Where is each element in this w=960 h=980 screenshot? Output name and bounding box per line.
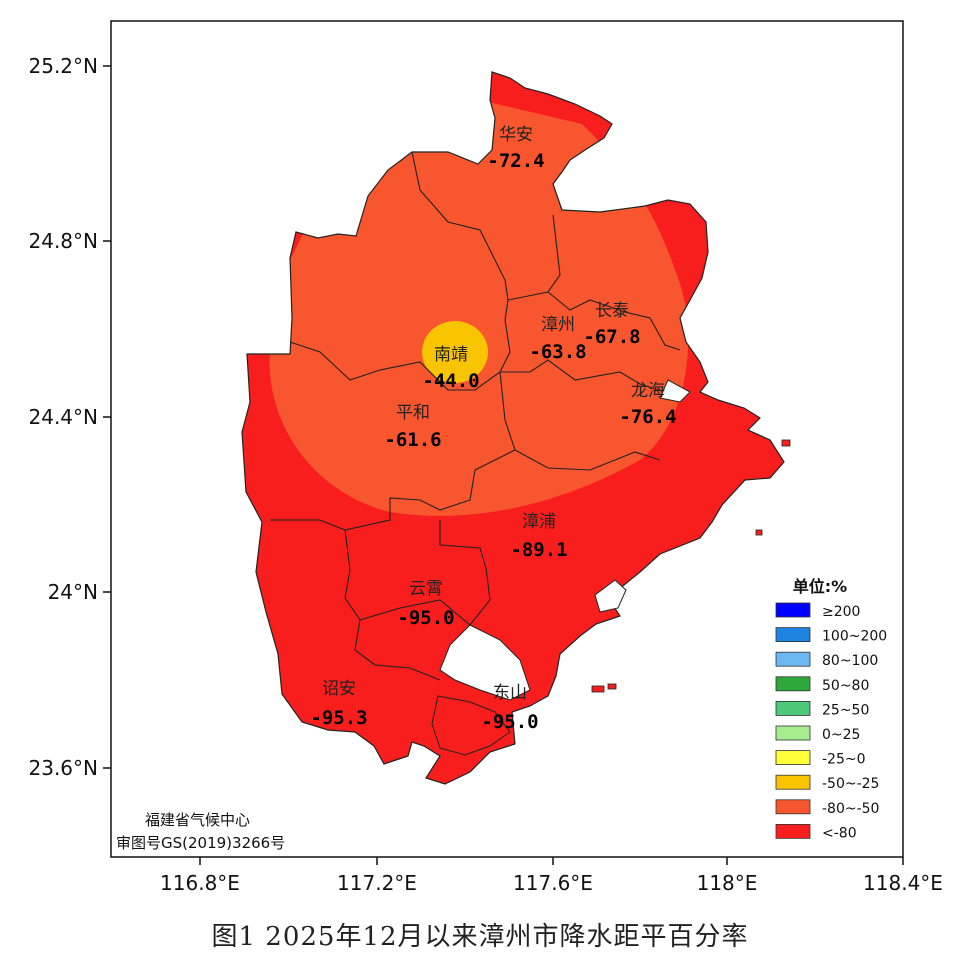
county-name-nanjing: 南靖: [434, 345, 468, 365]
legend-swatch: [775, 824, 811, 839]
legend-label: 50~80: [822, 678, 869, 694]
credit-agency: 福建省气候中心: [145, 811, 250, 829]
x-tick-label: 117.2°E: [337, 871, 417, 895]
county-name-zhangzhou: 漳州: [541, 315, 575, 335]
legend-swatch: [775, 725, 811, 741]
y-axis-labels: 25.2°N 24.8°N 24.4°N 24°N 23.6°N: [29, 54, 99, 780]
legend-label: -80~-50: [822, 801, 879, 817]
county-value-pinghe: -61.6: [384, 429, 441, 451]
legend-swatch: [775, 651, 811, 667]
legend-title: 单位:%: [793, 577, 847, 596]
x-tick-label: 118°E: [697, 871, 758, 895]
legend-label: -25~0: [822, 752, 866, 768]
legend-swatch: [775, 774, 811, 790]
figure-caption: 图1 2025年12月以来漳州市降水距平百分率: [211, 922, 749, 952]
legend-label: <-80: [822, 825, 857, 841]
county-name-dongshan: 东山: [493, 683, 527, 703]
legend-label: 25~50: [822, 702, 869, 718]
y-tick-label: 25.2°N: [29, 54, 99, 78]
county-name-yunxiao: 云霄: [409, 579, 443, 599]
map-credit: 福建省气候中心 审图号GS(2019)3266号: [116, 811, 285, 852]
county-name-longhai: 龙海: [631, 381, 665, 401]
x-axis-labels: 116.8°E 117.2°E 117.6°E 118°E 118.4°E: [160, 871, 943, 895]
county-value-huaan: -72.4: [487, 150, 544, 172]
legend-swatch: [775, 627, 811, 642]
legend-swatch: [775, 799, 811, 815]
legend-label: 0~25: [822, 727, 860, 743]
legend-label: -50~-25: [822, 776, 879, 792]
legend-items: ≥200 100~200 80~100 50~80 25~50 0~25 -25~0 -50~…: [775, 602, 887, 841]
legend-label: 80~100: [822, 653, 878, 669]
legend-label: 100~200: [822, 629, 887, 645]
county-value-dongshan: -95.0: [481, 711, 538, 733]
county-name-zhangpu: 漳浦: [522, 512, 556, 532]
legend-swatch: [775, 701, 811, 716]
county-boundaries: [270, 151, 681, 681]
county-name-changtai: 长泰: [595, 301, 629, 321]
county-value-nanjing: -44.0: [422, 370, 479, 392]
x-tick-label: 116.8°E: [160, 871, 240, 895]
county-name-huaan: 华安: [499, 125, 533, 145]
county-value-zhangzhou: -63.8: [529, 341, 586, 363]
county-value-longhai: -76.4: [619, 406, 676, 428]
axis-ticks: [103, 65, 904, 865]
legend-swatch: [775, 750, 811, 765]
county-value-zhaoan: -95.3: [310, 707, 367, 729]
legend-label: ≥200: [822, 604, 860, 620]
y-tick-label: 23.6°N: [29, 756, 99, 780]
credit-approval-number: 审图号GS(2019)3266号: [116, 834, 285, 852]
legend-swatch: [775, 676, 811, 692]
precipitation-map: 116.8°E 117.2°E 117.6°E 118°E 118.4°E 25…: [29, 20, 943, 895]
y-tick-label: 24°N: [48, 580, 98, 604]
legend: 单位:% ≥200 100~200 80~100 50~80 25~50 0~25 -25~…: [775, 577, 887, 841]
county-labels: 华安 -72.4 长泰 -67.8 漳州 -63.8 南靖 -44.0 龙海 -…: [310, 125, 676, 733]
coastal-water: [431, 379, 791, 756]
county-value-yunxiao: -95.0: [397, 607, 454, 629]
y-tick-label: 24.4°N: [29, 405, 99, 429]
y-tick-label: 24.8°N: [29, 229, 99, 253]
legend-swatch: [775, 602, 811, 618]
x-tick-label: 118.4°E: [863, 871, 943, 895]
county-name-zhaoan: 诏安: [322, 679, 356, 699]
x-tick-label: 117.6°E: [513, 871, 593, 895]
county-value-changtai: -67.8: [583, 326, 640, 348]
county-value-zhangpu: -89.1: [510, 539, 567, 561]
county-name-pinghe: 平和: [396, 403, 430, 423]
zone-minus-50-to-25: [422, 321, 488, 383]
